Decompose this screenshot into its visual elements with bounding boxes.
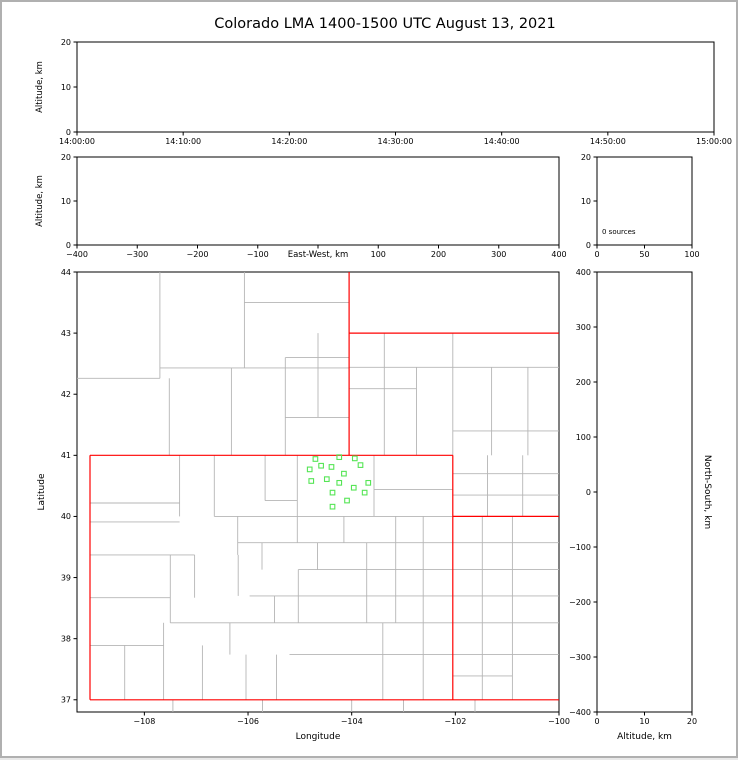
tick-label: 14:30:00: [378, 137, 414, 146]
source-count-annotation: 0 sources: [602, 228, 636, 236]
tick-label: −104: [341, 717, 363, 726]
map-layers: [77, 272, 559, 712]
lma-station-marker: [361, 489, 368, 496]
x-axis-label: Altitude, km: [617, 732, 672, 742]
tick-label: 20: [687, 717, 697, 726]
lma-station-marker: [365, 479, 372, 486]
lma-station-marker: [318, 462, 324, 469]
state-borders-layer: [89, 272, 559, 701]
tick-label: 20: [581, 153, 591, 162]
tick-label: 43: [61, 329, 71, 338]
tick-label: 0: [586, 488, 591, 497]
y-axis-label: Latitude: [37, 473, 47, 511]
tick-label: 0: [66, 128, 71, 137]
tick-label: 100: [576, 433, 591, 442]
lma-station-marker: [344, 497, 350, 504]
lma-station-marker: [357, 462, 364, 468]
tick-label: 10: [61, 83, 71, 92]
tick-label: 300: [491, 250, 506, 259]
lma-station-marker: [308, 478, 315, 484]
tick-label: 20: [61, 153, 71, 162]
lma-station-marker: [341, 470, 347, 477]
lma-station-marker: [323, 476, 330, 483]
tick-label: 400: [576, 268, 591, 277]
tick-label: 400: [551, 250, 566, 259]
tick-label: 10: [581, 197, 591, 206]
tick-label: 200: [576, 378, 591, 387]
x-axis-label: East-West, km: [288, 250, 349, 260]
tick-label: 100: [371, 250, 386, 259]
tick-label: 0: [594, 717, 599, 726]
lma-station-marker: [328, 464, 335, 470]
lma-station-marker: [306, 466, 313, 473]
ns-height-panel: [596, 271, 693, 713]
tick-label: −400: [66, 250, 88, 259]
tick-label: 50: [639, 250, 649, 259]
tick-label: −100: [247, 250, 269, 259]
tick-label: 42: [61, 390, 71, 399]
x-axis-label: Longitude: [296, 732, 341, 742]
tick-label: 0: [66, 241, 71, 250]
tick-label: −100: [548, 717, 570, 726]
lma-station-marker: [312, 456, 319, 462]
y-axis-label-right: North-South, km: [702, 455, 712, 529]
tick-label: 0: [594, 250, 599, 259]
tick-label: 10: [639, 717, 649, 726]
tick-label: 38: [61, 634, 71, 643]
tick-label: −300: [126, 250, 148, 259]
tick-label: −102: [444, 717, 466, 726]
ew-height-panel: [76, 156, 560, 246]
tick-label: 14:40:00: [484, 137, 520, 146]
tick-label: 20: [61, 38, 71, 47]
tick-label: 39: [61, 573, 71, 582]
tick-label: 14:00:00: [59, 137, 95, 146]
tick-label: 37: [61, 696, 71, 705]
tick-label: 41: [61, 451, 71, 460]
lma-station-marker: [336, 454, 343, 461]
tick-label: 44: [61, 268, 71, 277]
tick-label: 14:50:00: [590, 137, 626, 146]
tick-label: 14:20:00: [271, 137, 307, 146]
tick-label: −200: [569, 598, 591, 607]
lma-station-marker: [329, 489, 336, 496]
lma-station-marker: [351, 455, 358, 462]
tick-label: 300: [576, 323, 591, 332]
tick-label: −400: [569, 708, 591, 717]
y-axis-label: Altitude, km: [35, 61, 45, 113]
tick-label: −108: [133, 717, 155, 726]
station-markers-layer: [306, 454, 372, 510]
county-borders-layer: [77, 272, 559, 712]
tick-label: 100: [684, 250, 699, 259]
tick-label: −106: [237, 717, 259, 726]
plan-view-panel: [76, 271, 560, 713]
tick-label: 0: [586, 241, 591, 250]
tick-label: −200: [187, 250, 209, 259]
tick-label: 200: [431, 250, 446, 259]
y-axis-label: Altitude, km: [35, 175, 45, 227]
tick-label: −100: [569, 543, 591, 552]
tick-label: 40: [61, 512, 71, 521]
lma-station-marker: [350, 484, 357, 491]
tick-label: 15:00:00: [696, 137, 732, 146]
lma-station-marker: [336, 479, 343, 486]
lma-station-marker: [329, 503, 336, 510]
time-height-panel: [76, 41, 715, 133]
figure-title: Colorado LMA 1400-1500 UTC August 13, 20…: [214, 16, 555, 32]
tick-label: 14:10:00: [165, 137, 201, 146]
tick-label: −300: [569, 653, 591, 662]
tick-label: 10: [61, 197, 71, 206]
